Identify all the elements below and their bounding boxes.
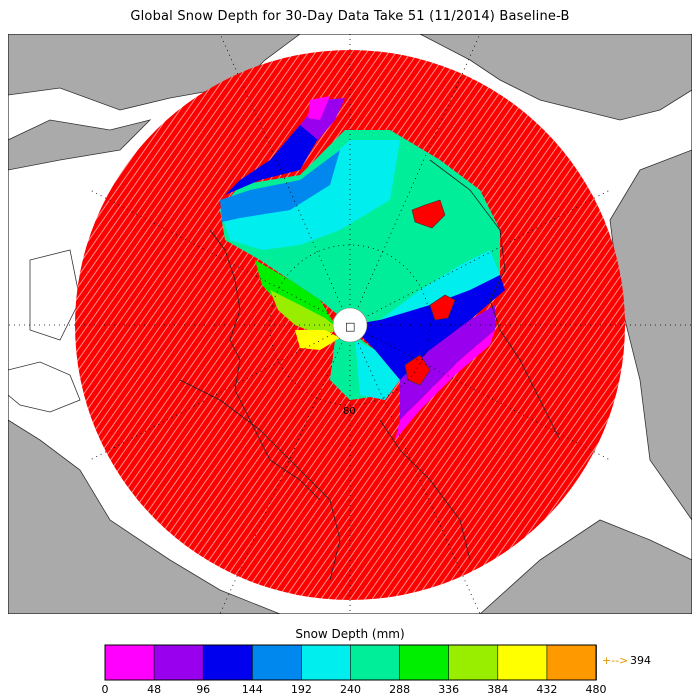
coastlines <box>179 159 561 581</box>
land-europe-south <box>8 419 281 614</box>
colorbar-cell-3 <box>252 644 303 681</box>
region-purple <box>300 98 345 140</box>
colorbar-title: Snow Depth (mm) <box>295 627 405 641</box>
colorbar-border <box>104 644 597 681</box>
region-cyan-south <box>355 340 400 400</box>
colorbar-cell-6 <box>399 644 450 681</box>
colorbar-cell-2 <box>202 644 254 681</box>
land-iceland <box>8 361 81 413</box>
colorbar-tick-96: 96 <box>196 683 211 696</box>
land-siberia-top <box>419 34 692 121</box>
graticule <box>8 33 692 615</box>
region-magenta <box>308 96 330 120</box>
land-greenland-sea <box>29 249 81 341</box>
colorbar-tick-48: 48 <box>147 683 162 696</box>
land-greenland-east <box>8 119 152 171</box>
region-blue <box>225 125 320 195</box>
pole-marker: □ <box>345 320 355 333</box>
overflow-value: 394 <box>630 654 651 667</box>
colorbar-tick-336: 336 <box>438 683 460 696</box>
snow-depth-regions <box>220 96 505 440</box>
colorbar-tick-480: 480 <box>585 683 607 696</box>
pole-hole <box>332 307 368 343</box>
colorbar-cell-5 <box>350 644 401 681</box>
colorbar-cell-9 <box>546 644 597 681</box>
island-red-2 <box>429 294 456 321</box>
coast-greenland <box>179 379 341 581</box>
colorbar-tick-240: 240 <box>340 683 361 696</box>
region-yellow <box>295 330 340 350</box>
colorbar-cell-8 <box>497 644 548 681</box>
coast-canada <box>209 229 321 501</box>
latitude-label-80: 80 <box>343 406 356 417</box>
colorbar-tick-144: 144 <box>241 683 263 696</box>
colorbar-tick-288: 288 <box>389 683 411 696</box>
colorbar-tick-384: 384 <box>487 683 509 696</box>
coast-siberia <box>429 159 561 441</box>
coast-alaska <box>379 419 471 561</box>
colorbar-cell-1 <box>153 644 205 681</box>
land-east-asia <box>609 149 692 521</box>
colorbar-tick-432: 432 <box>536 683 558 696</box>
overflow-arrow-icon: +--> <box>602 654 629 667</box>
island-red-1 <box>411 199 446 229</box>
colorbar-tick-192: 192 <box>290 683 312 696</box>
region-green <box>220 130 500 325</box>
colorbar-cell-7 <box>448 644 499 681</box>
region-purple-south <box>400 305 495 420</box>
region-cyan-east <box>380 250 500 320</box>
region-lime <box>270 290 340 335</box>
colorbar-cell-0 <box>104 644 155 681</box>
region-blue-south <box>350 275 505 380</box>
island-red-3 <box>404 354 431 386</box>
colorbar-tick-0: 0 <box>101 683 109 696</box>
map-title: Global Snow Depth for 30-Day Data Take 5… <box>130 9 570 24</box>
region-magenta-south <box>395 330 495 440</box>
colorbar-cell-4 <box>301 644 352 681</box>
region-blue-light <box>220 150 340 222</box>
region-yellow-green <box>255 260 335 325</box>
land-asia-bottom <box>479 519 692 614</box>
